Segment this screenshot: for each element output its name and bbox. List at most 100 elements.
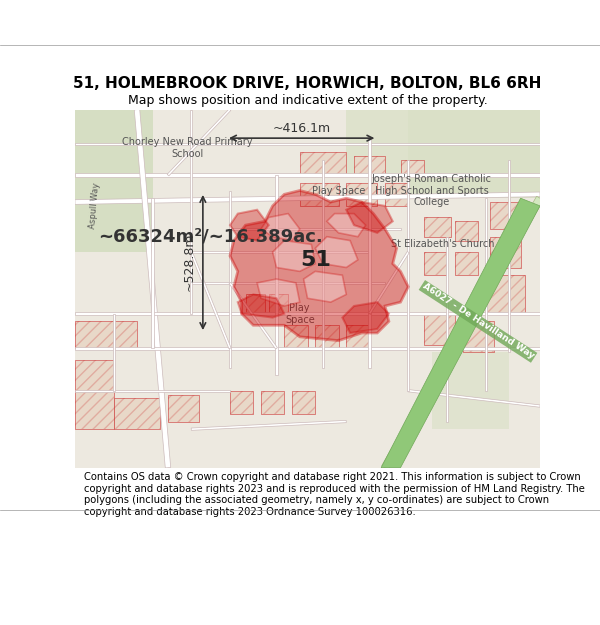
Bar [346,325,370,348]
Bar [346,182,377,206]
Polygon shape [75,109,152,252]
Bar [245,294,265,314]
Bar [486,275,524,314]
Text: 51: 51 [300,250,331,270]
Polygon shape [408,389,540,408]
Text: ~528.8m: ~528.8m [182,233,196,291]
Text: Aspull Way: Aspull Way [88,182,101,229]
Bar [75,360,114,429]
Bar [424,217,451,237]
Text: Joseph's Roman Catholic
High School and Sports
College: Joseph's Roman Catholic High School and … [371,174,491,207]
Bar [269,294,288,314]
Bar [230,391,253,414]
Polygon shape [257,279,300,306]
Polygon shape [275,175,278,375]
Bar [424,217,451,237]
Bar [315,325,338,348]
Bar [300,182,338,206]
Text: Play Space: Play Space [312,186,365,196]
Polygon shape [368,251,409,314]
Bar [463,321,493,352]
Bar [354,156,385,175]
Polygon shape [343,302,389,333]
Bar [385,182,408,206]
Bar [424,252,447,275]
Bar [463,321,493,352]
Bar [401,160,424,175]
Polygon shape [368,137,371,368]
Bar [168,394,199,421]
Polygon shape [304,271,346,302]
Bar [385,182,408,206]
Bar [300,152,346,175]
Polygon shape [382,196,544,469]
Polygon shape [446,237,448,421]
Bar [284,325,308,348]
Text: A6027 - De Havilland Way: A6027 - De Havilland Way [421,282,535,361]
Bar [300,182,338,206]
Bar [455,221,478,241]
Bar [490,237,521,268]
Bar [455,252,478,275]
Bar [455,221,478,241]
Polygon shape [191,421,346,431]
Bar [401,160,424,175]
Bar [261,391,284,414]
Bar [300,152,346,175]
Polygon shape [230,191,408,341]
Text: ~66324m²/~16.389ac.: ~66324m²/~16.389ac. [98,228,323,246]
Polygon shape [75,173,540,177]
Polygon shape [272,241,315,271]
Bar [486,275,524,314]
Text: Map shows position and indicative extent of the property.: Map shows position and indicative extent… [128,94,487,108]
Polygon shape [75,143,540,146]
Bar [114,398,160,429]
Polygon shape [431,352,509,429]
Polygon shape [113,314,115,391]
Polygon shape [315,237,358,268]
Polygon shape [381,198,540,468]
Polygon shape [191,282,385,284]
Bar [490,202,524,229]
Polygon shape [346,202,393,233]
Bar [354,156,385,175]
Bar [245,294,265,314]
Bar [424,314,455,344]
Text: 51, HOLMEBROOK DRIVE, HORWICH, BOLTON, BL6 6RH: 51, HOLMEBROOK DRIVE, HORWICH, BOLTON, B… [73,76,542,91]
Bar [315,325,338,348]
Bar [346,325,370,348]
Bar [114,398,160,429]
Bar [292,391,315,414]
Bar [75,321,137,348]
Polygon shape [75,347,540,350]
Bar [284,325,308,348]
Polygon shape [229,282,277,349]
Bar [455,252,478,275]
Bar [490,237,521,268]
Text: Contains OS data © Crown copyright and database right 2021. This information is : Contains OS data © Crown copyright and d… [84,472,585,517]
Bar [346,182,377,206]
Polygon shape [229,191,231,368]
Polygon shape [190,252,231,349]
Polygon shape [75,312,540,315]
Polygon shape [261,214,300,241]
Bar [424,252,447,275]
Polygon shape [407,160,409,391]
Polygon shape [238,294,284,318]
Polygon shape [151,198,154,348]
Polygon shape [508,160,510,352]
Bar [75,321,137,348]
Text: St Elizabeth's Church: St Elizabeth's Church [391,239,495,249]
Polygon shape [322,160,324,368]
Polygon shape [408,109,540,198]
Polygon shape [327,214,365,237]
Polygon shape [167,109,231,176]
Bar [75,360,114,429]
Polygon shape [191,251,370,253]
Polygon shape [75,192,540,204]
Text: Play
Space: Play Space [285,303,314,324]
Polygon shape [346,109,408,175]
Polygon shape [485,198,487,391]
Polygon shape [134,109,171,468]
Bar [230,391,253,414]
